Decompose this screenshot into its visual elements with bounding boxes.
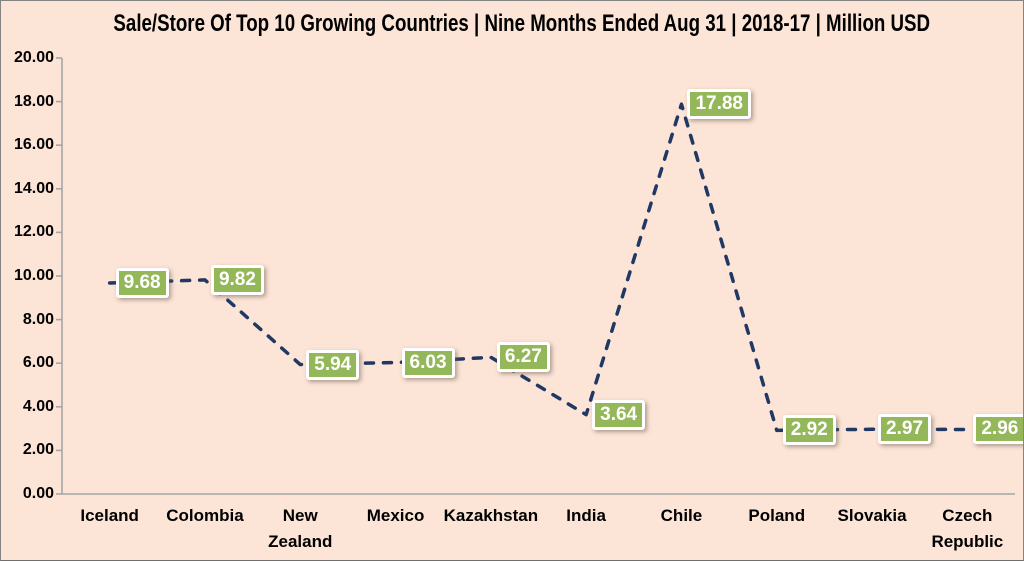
y-axis-tick-label: 12.00: [13, 223, 54, 241]
data-label: 17.88: [687, 89, 751, 120]
x-axis-category-label: New Zealand: [268, 506, 333, 551]
x-axis-category-label: Slovakia: [837, 506, 907, 525]
axes: [56, 57, 1015, 495]
series-line: [107, 102, 970, 433]
x-axis-category-label: Colombia: [166, 506, 244, 525]
y-axis-tick-label: 18.00: [13, 92, 54, 110]
x-axis-category-label: Czech Republic: [931, 506, 1004, 551]
y-axis-tick-label: 2.00: [22, 441, 54, 459]
data-label: 5.94: [306, 349, 360, 380]
data-label: 3.64: [592, 399, 646, 430]
data-label: 2.96: [973, 414, 1023, 445]
chart-title: Sale/Store Of Top 10 Growing Countries |…: [113, 10, 931, 37]
y-axis-tick-label: 0.00: [22, 485, 54, 502]
x-axis-category-label: Kazakhstan: [443, 506, 539, 525]
y-axis-tick-label: 6.00: [22, 354, 54, 372]
x-axis-category-label: India: [566, 506, 606, 525]
x-axis-category-label: Poland: [748, 506, 806, 525]
data-label: 2.97: [878, 414, 932, 445]
data-label: 9.68: [115, 267, 169, 298]
x-axis-category-label: Iceland: [80, 506, 139, 525]
data-label: 6.27: [496, 342, 550, 373]
y-axis-tick-label: 16.00: [13, 136, 54, 154]
data-label: 2.92: [782, 415, 836, 446]
x-axis-category-label: Mexico: [366, 506, 425, 525]
x-axis-category-label: Chile: [660, 506, 703, 525]
data-label: 6.03: [401, 347, 455, 378]
y-axis-tick-label: 20.00: [13, 49, 54, 66]
y-axis-tick-label: 10.00: [13, 267, 54, 284]
y-axis-tick-label: 8.00: [22, 310, 54, 328]
data-label: 9.82: [210, 264, 264, 295]
y-axis-tick-label: 4.00: [22, 397, 54, 415]
y-axis-tick-label: 14.00: [13, 179, 54, 197]
